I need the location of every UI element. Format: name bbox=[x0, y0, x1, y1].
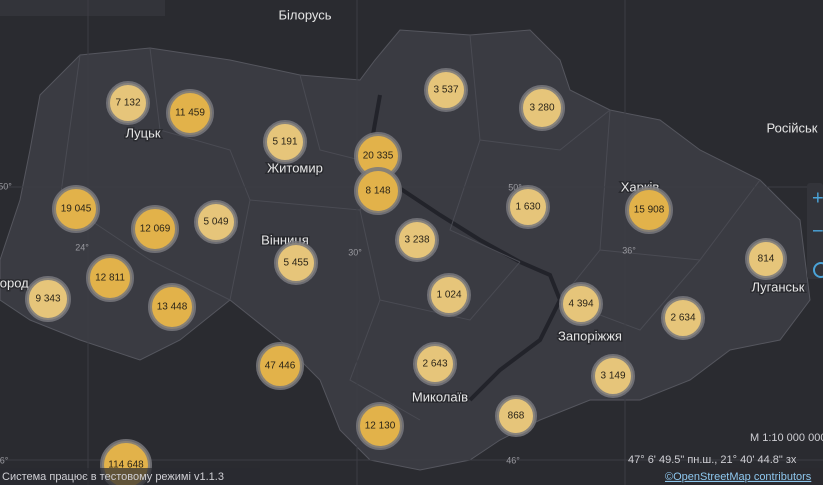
cluster-bubble[interactable] bbox=[427, 273, 471, 317]
place-label: Луцьк bbox=[125, 125, 160, 140]
cluster-bubble[interactable] bbox=[354, 167, 402, 215]
cluster-bubble[interactable] bbox=[52, 185, 100, 233]
place-label: Білорусь bbox=[278, 7, 331, 22]
place-label: Житомир bbox=[267, 160, 323, 175]
region-borders bbox=[59, 34, 761, 421]
cluster-bubble[interactable] bbox=[424, 68, 468, 112]
cluster-count: 5 455 bbox=[283, 258, 308, 269]
cluster-count: 15 908 bbox=[634, 205, 665, 216]
zoom-in[interactable]: + bbox=[812, 187, 823, 209]
cluster-count: 47 446 bbox=[265, 361, 296, 372]
attribution-bar bbox=[660, 468, 823, 485]
graticule-label: 24° bbox=[75, 242, 89, 252]
cluster-count: 1 024 bbox=[436, 290, 461, 301]
cluster-bubble[interactable] bbox=[413, 342, 457, 386]
cluster-count: 3 537 bbox=[433, 85, 458, 96]
status-bar bbox=[0, 468, 260, 485]
status-text: Система працює в тестовому режимі v1.1.3 bbox=[2, 471, 224, 483]
cluster-count: 3 280 bbox=[529, 103, 554, 114]
cluster-count: 114 648 bbox=[108, 460, 144, 471]
cluster-bubble[interactable] bbox=[745, 238, 787, 280]
cluster-count: 12 130 bbox=[365, 421, 396, 432]
cluster-count: 3 149 bbox=[600, 371, 625, 382]
cluster-count: 5 191 bbox=[272, 137, 297, 148]
graticule-label: 6° bbox=[0, 455, 9, 465]
cluster-bubble[interactable] bbox=[256, 342, 304, 390]
cluster-count: 11 459 bbox=[175, 108, 205, 119]
zoom-out[interactable]: − bbox=[812, 220, 823, 242]
place-label: Миколаїв bbox=[412, 389, 468, 404]
cluster-count: 814 bbox=[758, 254, 775, 265]
graticule-label: 50° bbox=[0, 181, 12, 191]
cluster-bubble[interactable] bbox=[395, 218, 439, 262]
cluster-bubble[interactable] bbox=[559, 282, 603, 326]
cluster-bubble[interactable] bbox=[356, 402, 404, 450]
zoom-controls bbox=[807, 183, 823, 279]
cluster-bubble[interactable] bbox=[661, 296, 705, 340]
locate-button[interactable] bbox=[813, 262, 823, 278]
cluster-count: 9 343 bbox=[35, 294, 60, 305]
map-scale: М 1:10 000 000 bbox=[750, 432, 823, 444]
cluster-count: 3 238 bbox=[404, 235, 429, 246]
attribution[interactable]: ©OpenStreetMap contributors bbox=[665, 471, 812, 483]
cluster-count: 20 335 bbox=[363, 151, 394, 162]
cluster-count: 2 643 bbox=[422, 359, 447, 370]
graticule-label: 50° bbox=[508, 182, 522, 192]
place-label: Луганськ bbox=[751, 279, 804, 294]
cluster-count: 2 634 bbox=[670, 313, 695, 324]
cluster-count: 8 148 bbox=[365, 186, 390, 197]
cluster-bubble[interactable] bbox=[106, 81, 150, 125]
cluster-count: 4 394 bbox=[568, 299, 593, 310]
cluster-bubble[interactable] bbox=[148, 283, 196, 331]
cluster-count: 7 132 bbox=[115, 98, 140, 109]
cursor-coordinates: 47° 6' 49.5" пн.ш., 21° 40' 44.8" зх bbox=[628, 454, 797, 466]
place-label: город bbox=[0, 275, 29, 290]
cluster-bubble[interactable] bbox=[166, 89, 214, 137]
cluster-bubble[interactable] bbox=[131, 205, 179, 253]
cluster-count: 5 049 bbox=[203, 217, 228, 228]
cluster-count: 12 811 bbox=[95, 273, 125, 284]
graticule-label: 30° bbox=[348, 247, 362, 257]
graticule-label: 36° bbox=[622, 245, 636, 255]
cluster-bubble[interactable] bbox=[625, 186, 673, 234]
cluster-bubble[interactable] bbox=[519, 85, 565, 131]
cluster-count: 12 069 bbox=[140, 224, 171, 235]
cluster-count: 1 630 bbox=[515, 202, 540, 213]
cluster-count: 19 045 bbox=[61, 204, 92, 215]
cluster-bubble[interactable] bbox=[263, 120, 307, 164]
cluster-bubble[interactable] bbox=[591, 354, 635, 398]
cluster-bubble[interactable] bbox=[274, 241, 318, 285]
cluster-bubble[interactable] bbox=[194, 200, 238, 244]
place-label: Російськ bbox=[767, 120, 818, 135]
cluster-count: 13 448 bbox=[157, 302, 188, 313]
cluster-bubble[interactable] bbox=[86, 254, 134, 302]
top-panel bbox=[0, 0, 165, 16]
cluster-count: 868 bbox=[508, 411, 525, 422]
place-label: Запоріжжя bbox=[558, 328, 622, 343]
cluster-bubble[interactable] bbox=[495, 395, 537, 437]
graticule-label: 46° bbox=[506, 455, 520, 465]
cluster-bubble[interactable] bbox=[506, 185, 550, 229]
cluster-bubble[interactable] bbox=[25, 276, 71, 322]
